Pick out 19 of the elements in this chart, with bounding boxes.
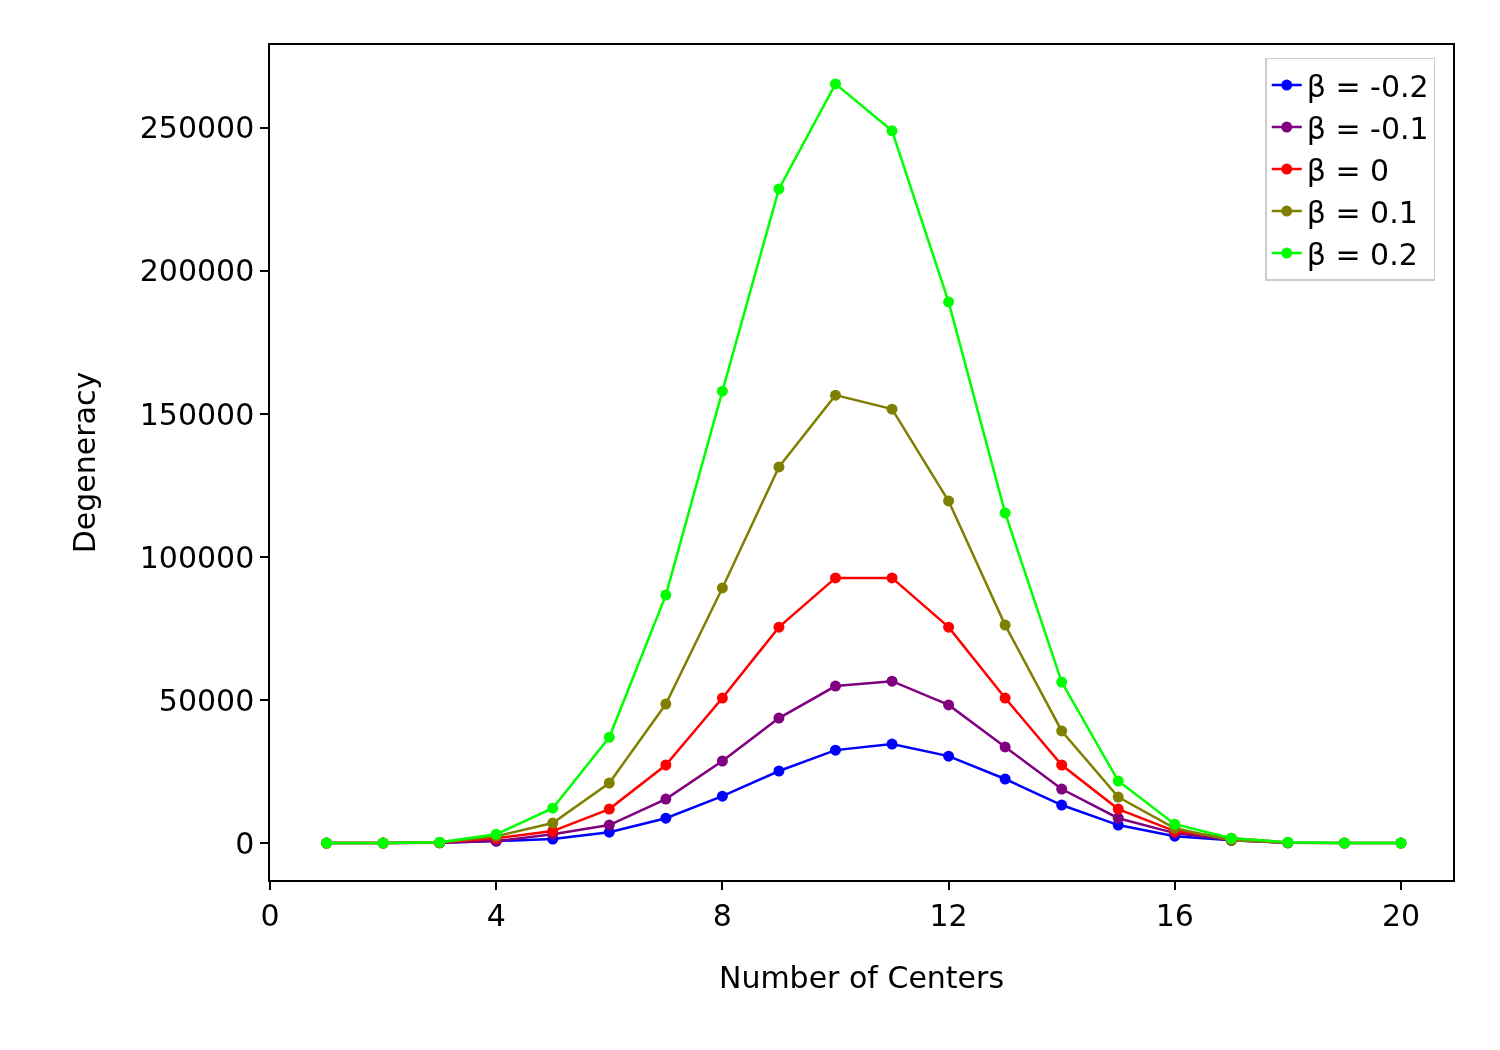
y-tick-label: 250000 (139, 110, 255, 146)
x-tick-label: 12 (929, 897, 968, 933)
y-tick-label: 100000 (139, 539, 255, 575)
x-tick-label: 0 (260, 897, 280, 933)
y-tick-label: 200000 (139, 253, 255, 289)
y-axis-title: Degeneracy (67, 371, 103, 554)
x-tick-label: 8 (712, 897, 732, 933)
x-tick-label: 16 (1155, 897, 1194, 933)
y-tick-label: 50000 (158, 682, 255, 718)
y-tick-label: 0 (235, 825, 255, 861)
legend-label: β = -0.2 (1306, 68, 1429, 104)
legend-label: β = 0 (1306, 152, 1390, 188)
x-axis-title: Number of Centers (718, 959, 1005, 995)
legend-label: β = -0.1 (1306, 110, 1429, 146)
x-tick-label: 4 (486, 897, 506, 933)
y-tick-label: 150000 (139, 396, 255, 432)
legend-label: β = 0.1 (1306, 194, 1418, 230)
legend-label: β = 0.2 (1306, 236, 1418, 272)
x-tick-label: 20 (1381, 897, 1421, 933)
